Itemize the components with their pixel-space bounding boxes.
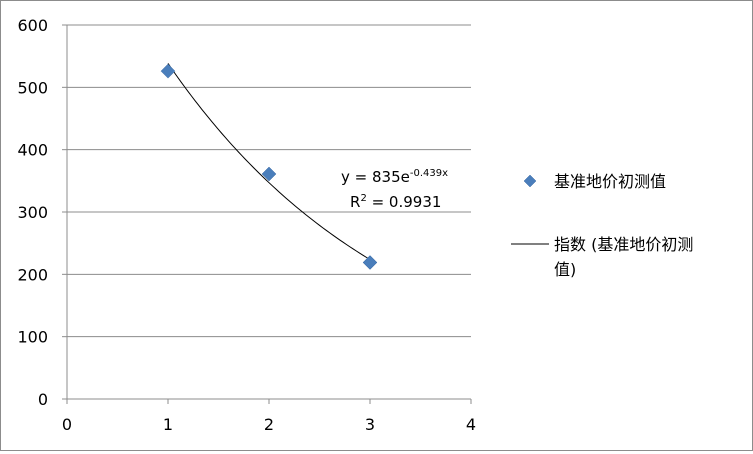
axes: [62, 24, 472, 404]
data-point-3: [362, 255, 378, 270]
data-point-1: [160, 63, 176, 79]
r-squared-label: R2 = 0.9931: [350, 193, 441, 211]
legend-label-scatter: 基准地价初测值: [554, 172, 666, 191]
y-tick-label-300: 300: [17, 203, 48, 222]
x-tick-label-0: 0: [62, 415, 72, 434]
trendline: [167, 63, 371, 260]
y-tick-label-500: 500: [17, 78, 48, 97]
legend-item-scatter: 基准地价初测值: [523, 172, 666, 191]
trendline-equation: y = 835e-0.439x: [341, 168, 448, 186]
x-tick-label-4: 4: [466, 415, 476, 434]
y-tick-label-400: 400: [17, 141, 48, 160]
legend: 基准地价初测值 指数 (基准地价初测 值): [511, 172, 693, 279]
x-tick-label-2: 2: [264, 415, 274, 434]
legend-item-trendline: 指数 (基准地价初测 值): [511, 235, 693, 279]
x-tick-label-1: 1: [163, 415, 173, 434]
legend-label-trendline-line1: 指数 (基准地价初测: [554, 235, 693, 254]
data-points: [160, 63, 378, 270]
legend-label-trendline-line2: 值): [554, 260, 576, 279]
gridlines: [67, 24, 471, 338]
legend-diamond-marker: [523, 174, 537, 188]
y-tick-label-100: 100: [17, 328, 48, 347]
y-tick-label-200: 200: [17, 265, 48, 284]
data-point-2: [261, 166, 277, 182]
x-tick-label-3: 3: [365, 415, 375, 434]
y-tick-label-0: 0: [38, 390, 48, 409]
y-tick-label-600: 600: [17, 16, 48, 35]
tick-labels: 0 100 200 300 400 500 600 0 1 2 3 4: [17, 16, 476, 434]
